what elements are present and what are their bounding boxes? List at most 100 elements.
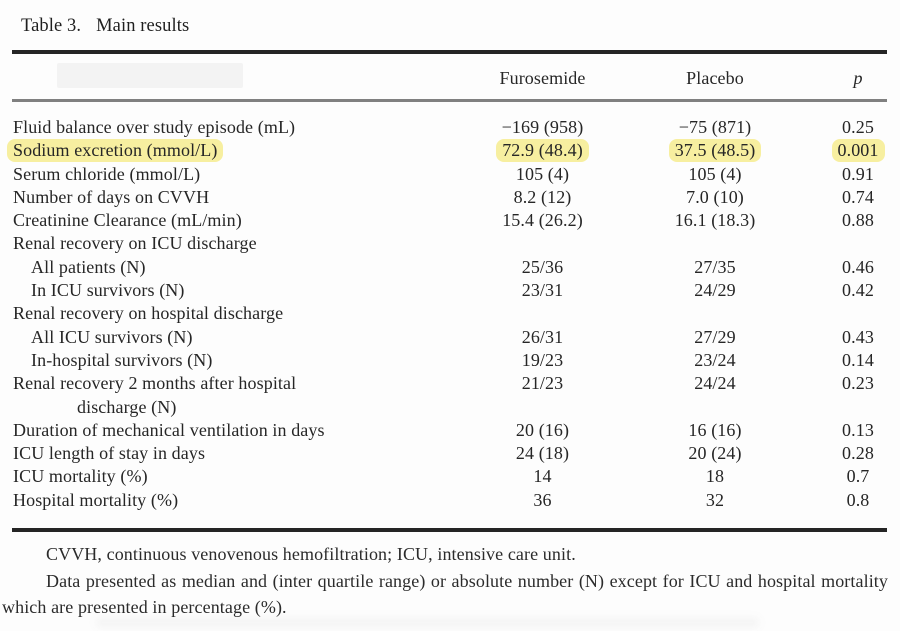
header-divider-rule <box>12 99 887 102</box>
scan-smudge <box>95 617 760 628</box>
table-row: In ICU survivors (N) 23/31 24/29 0.42 <box>0 279 900 302</box>
table-number: Table 3. <box>21 16 82 36</box>
row-label: Duration of mechanical ventilation in da… <box>13 419 325 440</box>
table-row: All ICU survivors (N) 26/31 27/29 0.43 <box>0 326 900 349</box>
furosemide-value: 19/23 <box>521 349 564 370</box>
row-label: Creatinine Clearance (mL/min) <box>13 210 242 231</box>
row-label: ICU length of stay in days <box>13 443 206 464</box>
p-value: 0.28 <box>842 443 874 464</box>
highlight-mark: Sodium excretion (mmol/L) <box>7 139 224 163</box>
p-value: 0.8 <box>846 489 870 510</box>
p-value: 0.001 <box>800 139 900 163</box>
p-value: 0.7 <box>846 466 870 487</box>
furosemide-value: 21/23 <box>521 373 564 394</box>
p-value: 0.25 <box>842 117 874 137</box>
column-header-p: p <box>853 67 863 88</box>
table-row: All patients (N) 25/36 27/35 0.46 <box>0 256 900 279</box>
row-label: Number of days on CVVH <box>13 186 210 207</box>
p-value: 0.43 <box>842 326 874 347</box>
p-value: 0.14 <box>842 349 874 370</box>
table-row: ICU mortality (%) 14 18 0.7 <box>0 465 900 488</box>
row-label: ICU mortality (%) <box>13 466 148 487</box>
footnote-data-description: Data presented as median and (inter quar… <box>2 570 888 618</box>
row-label: discharge (N) <box>77 396 177 417</box>
p-value: 0.46 <box>842 256 874 277</box>
placebo-value: 27/35 <box>694 256 736 277</box>
row-label: Renal recovery on ICU discharge <box>13 233 257 254</box>
placebo-value: 24/29 <box>694 280 736 301</box>
placebo-value: 27/29 <box>694 326 736 347</box>
row-label: Renal recovery 2 months after hospital <box>13 373 297 394</box>
scan-artifact-box <box>57 63 243 88</box>
placebo-value: 105 (4) <box>688 163 742 184</box>
table-title: Table 3. Main results <box>21 16 189 37</box>
placebo-value <box>630 302 800 325</box>
table-row: Sodium excretion (mmol/L) 72.9 (48.4) 37.5… <box>0 139 900 163</box>
placebo-value: 23/24 <box>694 349 736 370</box>
row-label: Hospital mortality (%) <box>13 489 179 510</box>
furosemide-value: 20 (16) <box>515 419 570 440</box>
table-title-text: Main results <box>96 16 190 36</box>
highlight-mark: 72.9 (48.4) <box>496 139 589 163</box>
p-value <box>800 302 900 325</box>
column-header-placebo: Placebo <box>686 67 744 88</box>
table-row: Number of days on CVVH 8.2 (12) 7.0 (10) 0.… <box>0 186 900 209</box>
furosemide-value: 15.4 (26.2) <box>502 210 583 231</box>
p-value <box>800 232 900 255</box>
p-value <box>800 396 900 419</box>
table-row: Renal recovery 2 months after hospital 21… <box>0 372 900 395</box>
bottom-rule <box>12 528 887 532</box>
table-row: Renal recovery on hospital discharge <box>0 302 900 325</box>
furosemide-value: 23/31 <box>521 280 564 301</box>
highlight-mark: 0.001 <box>831 139 885 163</box>
placebo-value: 24/24 <box>694 373 736 394</box>
furosemide-value: 26/31 <box>521 326 564 347</box>
furosemide-value: 36 <box>533 489 552 510</box>
furosemide-value: 105 (4) <box>515 163 570 184</box>
row-label: Serum chloride (mmol/L) <box>13 163 201 184</box>
row-label: Renal recovery on hospital discharge <box>13 303 284 324</box>
placebo-value: 7.0 (10) <box>686 186 744 207</box>
furosemide-value: 24 (18) <box>515 443 570 464</box>
row-label: Fluid balance over study episode (mL) <box>13 117 296 137</box>
table-row: Duration of mechanical ventilation in da… <box>0 419 900 442</box>
column-header-furosemide: Furosemide <box>499 67 586 88</box>
highlight-mark: 37.5 (48.5) <box>668 139 762 163</box>
placebo-value: 37.5 (48.5) <box>630 139 800 163</box>
placebo-value: 16.1 (18.3) <box>674 210 756 231</box>
placebo-value: 18 <box>705 466 725 487</box>
top-rule <box>12 50 887 54</box>
furosemide-value <box>455 396 630 419</box>
placebo-value: −75 (871) <box>678 117 752 137</box>
table-row: Renal recovery on ICU discharge <box>0 232 900 255</box>
table-row: Fluid balance over study episode (mL) −16… <box>0 116 900 139</box>
table-row: discharge (N) <box>0 396 900 419</box>
table-row: Hospital mortality (%) 36 32 0.8 <box>0 489 900 512</box>
table-row: ICU length of stay in days 24 (18) 20 (24)… <box>0 442 900 465</box>
furosemide-value <box>455 302 630 325</box>
furosemide-value: 14 <box>533 466 552 487</box>
row-label: All patients (N) <box>31 256 146 277</box>
p-value: 0.91 <box>842 163 874 184</box>
p-value: 0.88 <box>842 210 874 231</box>
table-row: Creatinine Clearance (mL/min) 15.4 (26.2)… <box>0 209 900 232</box>
furosemide-value: −169 (958) <box>501 117 584 137</box>
row-label: In ICU survivors (N) <box>31 280 185 301</box>
p-value: 0.13 <box>842 419 874 440</box>
p-value: 0.74 <box>842 186 874 207</box>
placebo-value: 20 (24) <box>688 443 742 464</box>
row-label: In-hospital survivors (N) <box>31 349 213 370</box>
row-label: All ICU survivors (N) <box>31 326 193 347</box>
p-value: 0.42 <box>842 280 874 301</box>
p-value: 0.23 <box>842 373 874 394</box>
furosemide-value: 8.2 (12) <box>513 186 572 207</box>
placebo-value: 16 (16) <box>688 419 742 440</box>
furosemide-value: 72.9 (48.4) <box>455 139 630 163</box>
table-body: Fluid balance over study episode (mL) −16… <box>0 116 900 512</box>
table-row: Serum chloride (mmol/L) 105 (4) 105 (4) 0.9… <box>0 163 900 186</box>
placebo-value <box>630 396 800 419</box>
table-header-row: Furosemide Placebo p <box>0 62 900 94</box>
placebo-value: 32 <box>705 489 725 510</box>
placebo-value <box>630 232 800 255</box>
